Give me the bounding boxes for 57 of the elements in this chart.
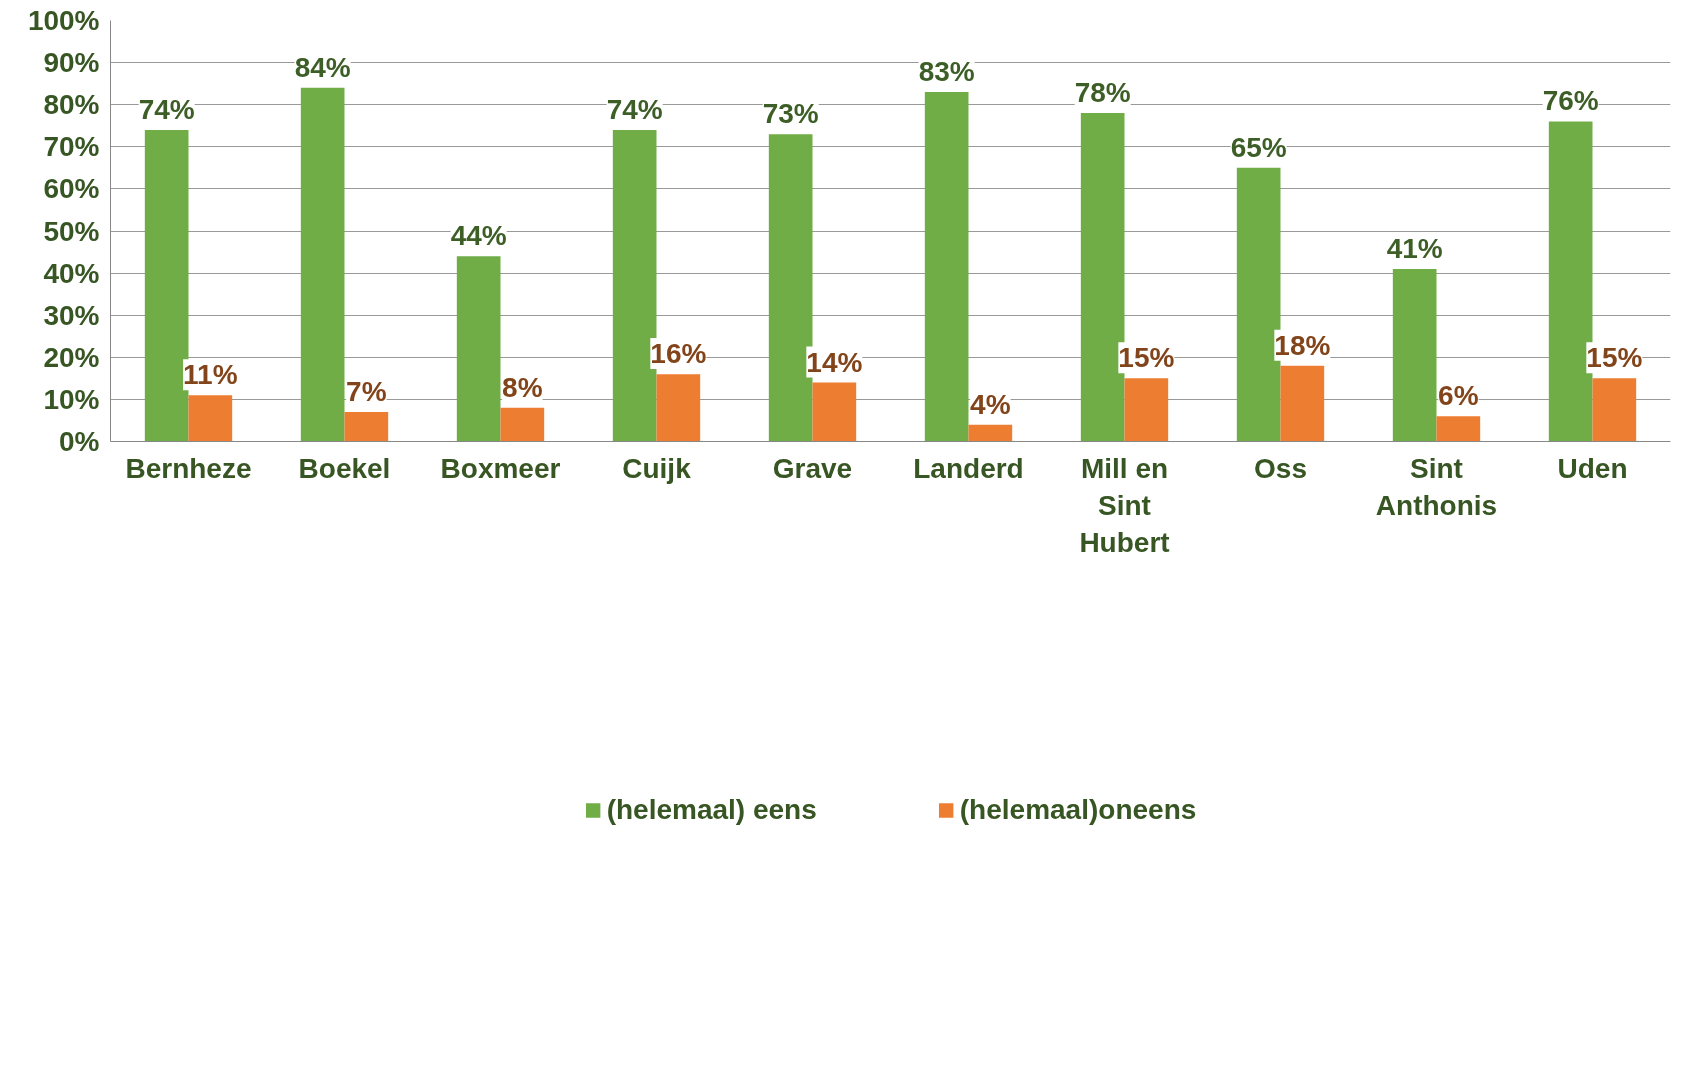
y-tick-label: 100% <box>27 5 100 36</box>
bar <box>1392 268 1437 442</box>
data-label: 11% <box>183 359 238 391</box>
legend-label: (helemaal)oneens <box>959 794 1197 826</box>
x-tick-label: Oss <box>1254 452 1307 484</box>
legend-label: (helemaal) eens <box>606 794 817 826</box>
data-label: 16% <box>650 338 707 370</box>
bar <box>656 374 701 442</box>
bar <box>500 407 545 442</box>
y-tick-label: 40% <box>43 257 100 289</box>
bar <box>188 395 233 442</box>
data-label: 4% <box>970 388 1011 420</box>
y-tick-label: 30% <box>43 299 100 331</box>
data-label: 83% <box>918 56 975 88</box>
data-label: 84% <box>294 51 351 83</box>
x-tick-label: Grave <box>772 452 853 484</box>
x-tick-label: Boekel <box>298 452 391 484</box>
x-tick-label: Sint Anthonis <box>1375 452 1498 521</box>
x-tick-label: Bernheze <box>125 452 252 484</box>
y-tick-label: 20% <box>43 341 100 373</box>
y-tick-label: 70% <box>43 131 100 163</box>
y-tick-label: 90% <box>43 47 100 79</box>
data-label: 15% <box>1586 342 1643 374</box>
bar <box>456 256 501 442</box>
bar <box>1124 378 1169 442</box>
y-tick-label: 80% <box>43 89 100 121</box>
bar <box>1436 416 1481 442</box>
y-tick-label: 10% <box>43 383 100 415</box>
data-label: 73% <box>762 98 819 130</box>
data-label: 15% <box>1118 342 1175 374</box>
data-label: 74% <box>138 93 195 125</box>
data-label: 65% <box>1230 131 1287 163</box>
y-tick-label: 0% <box>59 426 100 457</box>
data-label: 41% <box>1386 232 1443 264</box>
data-label: 78% <box>1074 77 1131 109</box>
data-label: 8% <box>502 371 543 403</box>
bar <box>300 87 345 442</box>
bar <box>1592 378 1637 442</box>
x-tick-label: Cuijk <box>622 452 692 484</box>
y-tick-label: 50% <box>43 215 100 247</box>
data-label: 6% <box>1438 380 1479 412</box>
x-tick-label: Landerd <box>913 452 1024 484</box>
data-label: 7% <box>346 375 387 407</box>
x-tick-label: Mill en Sint Hubert <box>1079 452 1170 558</box>
bar <box>1280 365 1325 442</box>
data-label: 76% <box>1542 85 1599 117</box>
bar <box>924 92 969 442</box>
bar <box>968 424 1013 442</box>
data-label: 14% <box>806 346 863 378</box>
x-tick-label: Boxmeer <box>440 452 561 484</box>
y-tick-label: 60% <box>43 173 100 205</box>
bar <box>344 412 389 442</box>
bar <box>812 382 857 442</box>
data-label: 18% <box>1274 329 1331 361</box>
x-tick-label: Uden <box>1557 452 1628 484</box>
data-label: 44% <box>450 220 507 252</box>
data-label: 74% <box>606 93 663 125</box>
